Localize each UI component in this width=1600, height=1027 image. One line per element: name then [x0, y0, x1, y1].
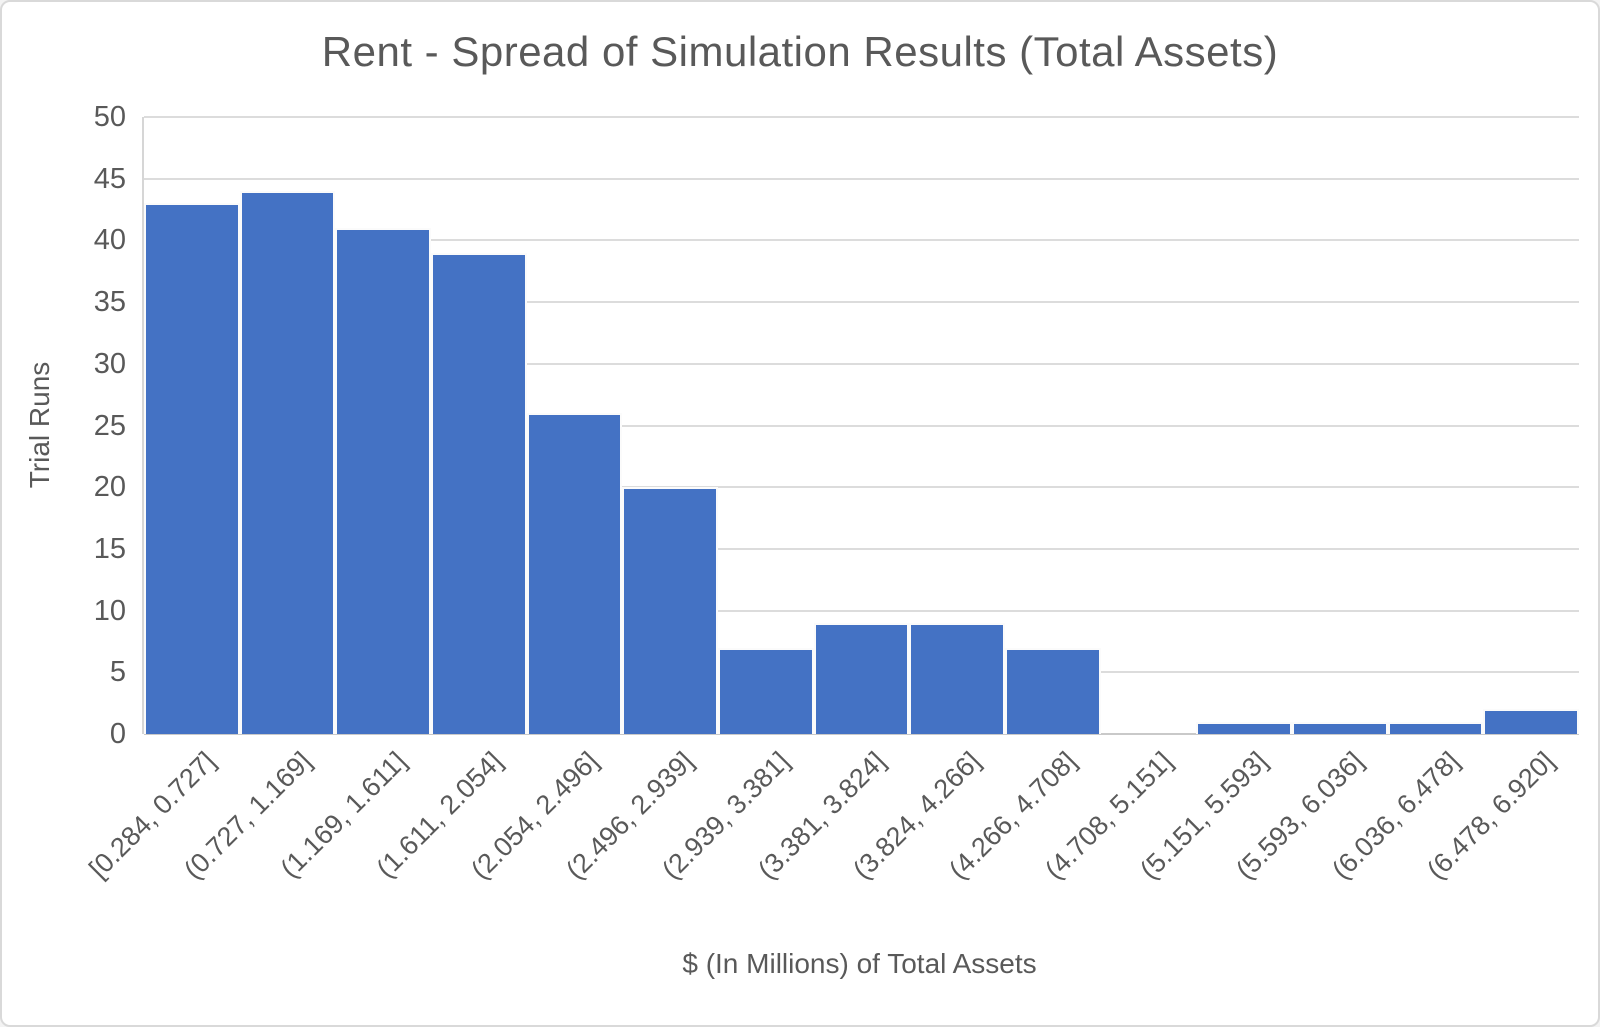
histogram-bar-4	[431, 252, 527, 734]
gridline-y-40	[144, 239, 1579, 242]
y-tick-label-15: 15	[93, 532, 126, 565]
histogram-bar-14	[1387, 721, 1484, 734]
histogram-bin-1	[144, 117, 240, 734]
histogram-bar-2	[239, 191, 336, 734]
histogram-bin-11	[1101, 117, 1197, 734]
y-tick-label-25: 25	[93, 409, 126, 442]
y-tick-label-20: 20	[93, 471, 126, 504]
plot-area	[142, 116, 1580, 735]
y-tick-label-0: 0	[109, 718, 126, 750]
histogram-bar-6	[622, 487, 719, 734]
histogram-bin-5	[526, 117, 623, 734]
histogram-bar-7	[718, 647, 814, 734]
histogram-bin-2	[239, 117, 336, 734]
x-axis-tick-labels: [0.284, 0.727] (0.727, 1.169] (1.169, 1.61…	[83, 746, 1577, 946]
gridline-y-35	[144, 301, 1579, 304]
histogram-bar-8	[813, 622, 910, 734]
gridline-y-25	[144, 424, 1579, 427]
gridline-y-30	[144, 362, 1579, 365]
histogram-bar-5	[526, 413, 623, 734]
y-tick-label-10: 10	[93, 594, 126, 627]
histogram-bin-15	[1483, 117, 1580, 734]
histogram-bin-13	[1292, 117, 1388, 734]
x-axis-title: $ (In Millions) of Total Assets	[682, 948, 1037, 979]
y-tick-label-5: 5	[109, 656, 126, 689]
histogram-bar-9	[909, 622, 1006, 734]
histogram-bar-10	[1005, 647, 1101, 734]
gridline-y-15	[144, 547, 1579, 550]
gridline-y-10	[144, 609, 1579, 612]
y-tick-label-35: 35	[93, 286, 126, 319]
gridline-y-45	[144, 177, 1579, 180]
histogram-bar-1	[144, 203, 240, 734]
histogram-bin-10	[1005, 117, 1101, 734]
histogram-bin-9	[909, 117, 1006, 734]
histogram-bin-7	[718, 117, 814, 734]
histogram-bar-12	[1196, 721, 1293, 734]
y-axis-tick-labels: 0 5 10 15 20 25 30 35 40 45 50	[2, 101, 126, 750]
histogram-bar-3	[335, 228, 432, 734]
y-tick-label-50: 50	[93, 101, 126, 133]
histogram-bar-13	[1292, 721, 1388, 734]
histogram-bin-14	[1387, 117, 1484, 734]
histogram-bar-15	[1483, 709, 1580, 734]
gridline-y-20	[144, 486, 1579, 489]
x-axis-line	[144, 733, 1579, 735]
chart-title: Rent - Spread of Simulation Results (Tot…	[321, 28, 1279, 75]
y-tick-label-40: 40	[93, 224, 126, 257]
histogram-bin-4	[431, 117, 527, 734]
histogram-bars-layer	[144, 117, 1580, 734]
histogram-bin-8	[813, 117, 910, 734]
y-tick-label-30: 30	[93, 347, 126, 380]
histogram-bin-6	[622, 117, 719, 734]
histogram-bin-3	[335, 117, 432, 734]
gridline-y-50	[144, 116, 1579, 118]
y-tick-label-45: 45	[93, 162, 126, 195]
histogram-bin-12	[1196, 117, 1293, 734]
